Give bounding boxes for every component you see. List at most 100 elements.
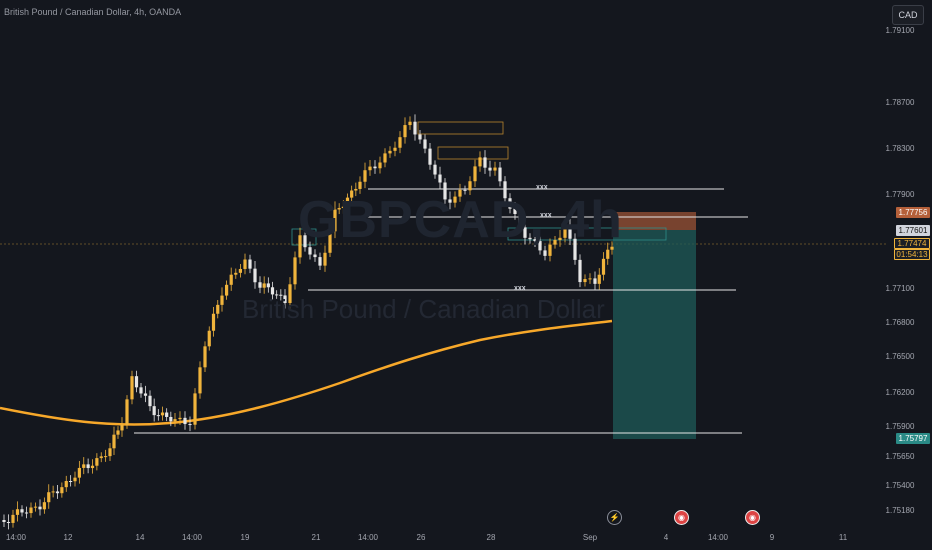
candle-body bbox=[143, 393, 148, 396]
candle-body bbox=[116, 430, 120, 435]
price-label: 1.78700 bbox=[885, 98, 915, 107]
price-label: 1.75900 bbox=[885, 422, 915, 431]
entry-price-tag: 1.77601 bbox=[896, 225, 930, 236]
candle-body bbox=[350, 190, 354, 198]
price-label: 1.76800 bbox=[885, 318, 915, 327]
candle-body bbox=[528, 237, 532, 240]
candle-body bbox=[558, 237, 562, 241]
earnings-icon[interactable]: ◉ bbox=[674, 510, 689, 525]
moving-average-line bbox=[0, 319, 613, 426]
stop-price-tag: 1.75797 bbox=[896, 433, 930, 444]
level-marker: xxx bbox=[540, 212, 552, 219]
candle-body bbox=[408, 121, 412, 126]
candle-body bbox=[169, 416, 173, 422]
candle-body bbox=[73, 477, 77, 482]
candle-body bbox=[2, 520, 6, 522]
candle-body bbox=[42, 502, 46, 510]
candle-body bbox=[538, 241, 542, 251]
candle-body bbox=[262, 283, 266, 288]
candle-body bbox=[279, 294, 283, 296]
candle-body bbox=[203, 346, 207, 368]
candle-body bbox=[508, 198, 512, 209]
candle-body bbox=[358, 181, 362, 189]
candle-body bbox=[368, 166, 372, 171]
candle-body bbox=[198, 367, 202, 394]
candle-body bbox=[363, 170, 367, 182]
candle-body bbox=[77, 467, 81, 478]
price-label: 1.76500 bbox=[885, 352, 915, 361]
candle-body bbox=[478, 157, 482, 167]
candle-body bbox=[383, 153, 387, 163]
time-label: 19 bbox=[240, 533, 250, 542]
time-label: 26 bbox=[416, 533, 426, 542]
candle-body bbox=[323, 252, 327, 266]
candle-body bbox=[69, 481, 73, 483]
candle-body bbox=[86, 464, 90, 469]
candle-body bbox=[458, 189, 462, 197]
candle-body bbox=[139, 387, 143, 394]
candle-body bbox=[448, 199, 452, 203]
candle-body bbox=[423, 139, 427, 149]
candle-body bbox=[248, 259, 252, 269]
candle-body bbox=[473, 166, 477, 182]
candle-body bbox=[568, 226, 572, 239]
candle-body bbox=[193, 393, 197, 425]
candle-body bbox=[318, 257, 322, 266]
candle-body bbox=[513, 208, 517, 214]
candle-body bbox=[298, 235, 302, 258]
candle-body bbox=[234, 272, 238, 275]
price-label: 1.75400 bbox=[885, 481, 915, 490]
time-label: 14:00 bbox=[707, 533, 729, 542]
profit-zone bbox=[613, 230, 696, 439]
time-label: 14:00 bbox=[5, 533, 27, 542]
candle-body bbox=[548, 244, 552, 256]
lightning-icon[interactable]: ⚡ bbox=[607, 510, 622, 525]
candle-body bbox=[468, 181, 472, 191]
candle-body bbox=[47, 492, 51, 503]
candle-body bbox=[553, 240, 557, 245]
candle-body bbox=[253, 268, 257, 283]
candle-body bbox=[33, 506, 38, 508]
zone-box bbox=[437, 146, 509, 160]
candle-body bbox=[610, 246, 614, 250]
candle-body bbox=[188, 424, 192, 426]
currency-button[interactable]: CAD bbox=[892, 5, 924, 25]
candle-body bbox=[588, 278, 592, 280]
symbol-title[interactable]: British Pound / Canadian Dollar, 4h, OAN… bbox=[4, 7, 182, 17]
candle-body bbox=[211, 313, 216, 331]
candle-body bbox=[463, 189, 467, 191]
candle-body bbox=[428, 148, 432, 165]
candle-body bbox=[373, 166, 377, 169]
candle-body bbox=[38, 506, 42, 510]
candle-body bbox=[533, 239, 537, 242]
candle-body bbox=[229, 274, 233, 285]
price-label: 1.79100 bbox=[885, 26, 915, 35]
time-label: 12 bbox=[63, 533, 73, 542]
candle-body bbox=[328, 231, 332, 253]
price-label: 1.75650 bbox=[885, 452, 915, 461]
candle-body bbox=[120, 424, 124, 431]
earnings-icon[interactable]: ◉ bbox=[745, 510, 760, 525]
candle-body bbox=[345, 197, 350, 207]
candle-body bbox=[488, 167, 492, 171]
candle-body bbox=[313, 254, 317, 258]
candle-body bbox=[288, 284, 292, 303]
price-label: 1.78300 bbox=[885, 144, 915, 153]
candle-body bbox=[583, 279, 587, 283]
candle-body bbox=[418, 134, 422, 140]
current-price-tag: 1.77474 bbox=[894, 238, 930, 249]
candle-body bbox=[333, 209, 337, 232]
candle-body bbox=[95, 458, 99, 466]
candle-body bbox=[134, 376, 139, 388]
candle-body bbox=[341, 206, 345, 209]
time-label: 11 bbox=[838, 533, 848, 542]
candle-body bbox=[160, 412, 165, 416]
candle-body bbox=[266, 283, 270, 288]
candle-body bbox=[563, 226, 567, 238]
candle-body bbox=[258, 282, 262, 288]
candle-body bbox=[173, 419, 177, 422]
price-label: 1.75180 bbox=[885, 506, 915, 515]
time-label: Sep bbox=[582, 533, 598, 542]
candle-body bbox=[6, 522, 11, 523]
